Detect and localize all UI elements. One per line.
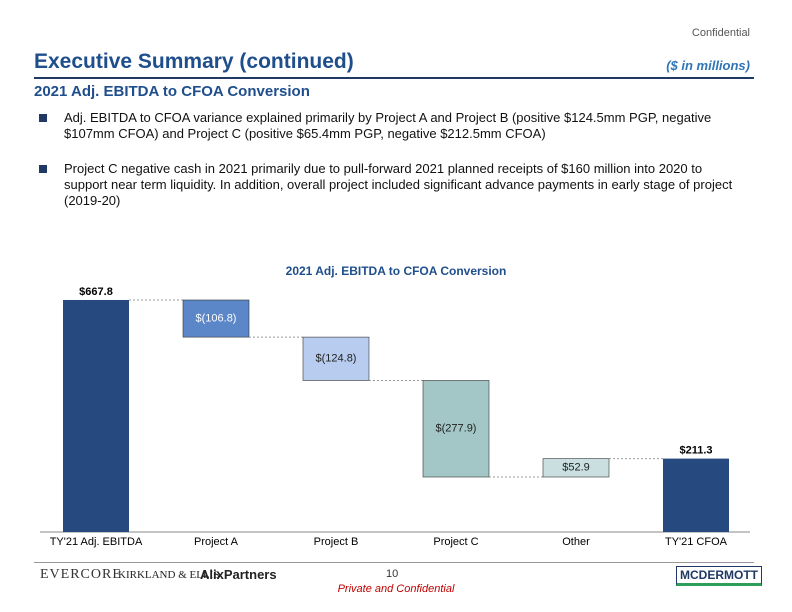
- bar: [182, 299, 250, 338]
- logo-evercore: EVERCORE: [40, 567, 122, 582]
- x-tick-label: TY'21 Adj. EBITDA: [50, 536, 143, 548]
- value-label: $(277.9): [436, 423, 477, 435]
- title-rule: [34, 77, 754, 79]
- value-label: $667.8: [79, 286, 113, 298]
- chart: 2021 Adj. EBITDA to CFOA Conversion $667…: [40, 264, 750, 548]
- chart-title: 2021 Adj. EBITDA to CFOA Conversion: [286, 264, 507, 278]
- footer-note: Private and Confidential: [337, 583, 455, 595]
- confidential: Confidential: [691, 27, 750, 39]
- bar: [63, 300, 129, 532]
- units: ($ in millions): [666, 58, 750, 73]
- bullet: Adj. EBITDA to CFOA variance explained p…: [34, 110, 734, 142]
- bullet: Project C negative cash in 2021 primaril…: [34, 161, 734, 209]
- x-tick-label: Project A: [194, 536, 239, 548]
- bar: [542, 458, 610, 478]
- title: Executive Summary (continued): [34, 50, 354, 73]
- bullet-list: Adj. EBITDA to CFOA variance explained p…: [34, 110, 734, 228]
- x-tick-label: TY'21 CFOA: [665, 536, 728, 548]
- value-label: $(124.8): [316, 353, 357, 365]
- footer-rule: [34, 562, 754, 563]
- value-label: $211.3: [679, 444, 712, 456]
- logo-mcdermott: MCDERMOTT: [676, 566, 762, 586]
- logo-kirkland: KIRKLAND & ELLIS: [118, 569, 220, 581]
- value-label: $52.9: [562, 462, 590, 474]
- bar: [422, 380, 490, 478]
- x-tick-label: Other: [562, 536, 590, 548]
- subtitle: 2021 Adj. EBITDA to CFOA Conversion: [34, 83, 310, 100]
- x-tick-label: Project C: [433, 536, 478, 548]
- page-number: 10: [386, 568, 399, 580]
- bar: [302, 336, 370, 381]
- x-tick-label: Project B: [314, 536, 359, 548]
- value-label: $(106.8): [196, 312, 237, 324]
- bar: [663, 458, 729, 532]
- logo-alixpartners: AlixPartners: [200, 567, 277, 582]
